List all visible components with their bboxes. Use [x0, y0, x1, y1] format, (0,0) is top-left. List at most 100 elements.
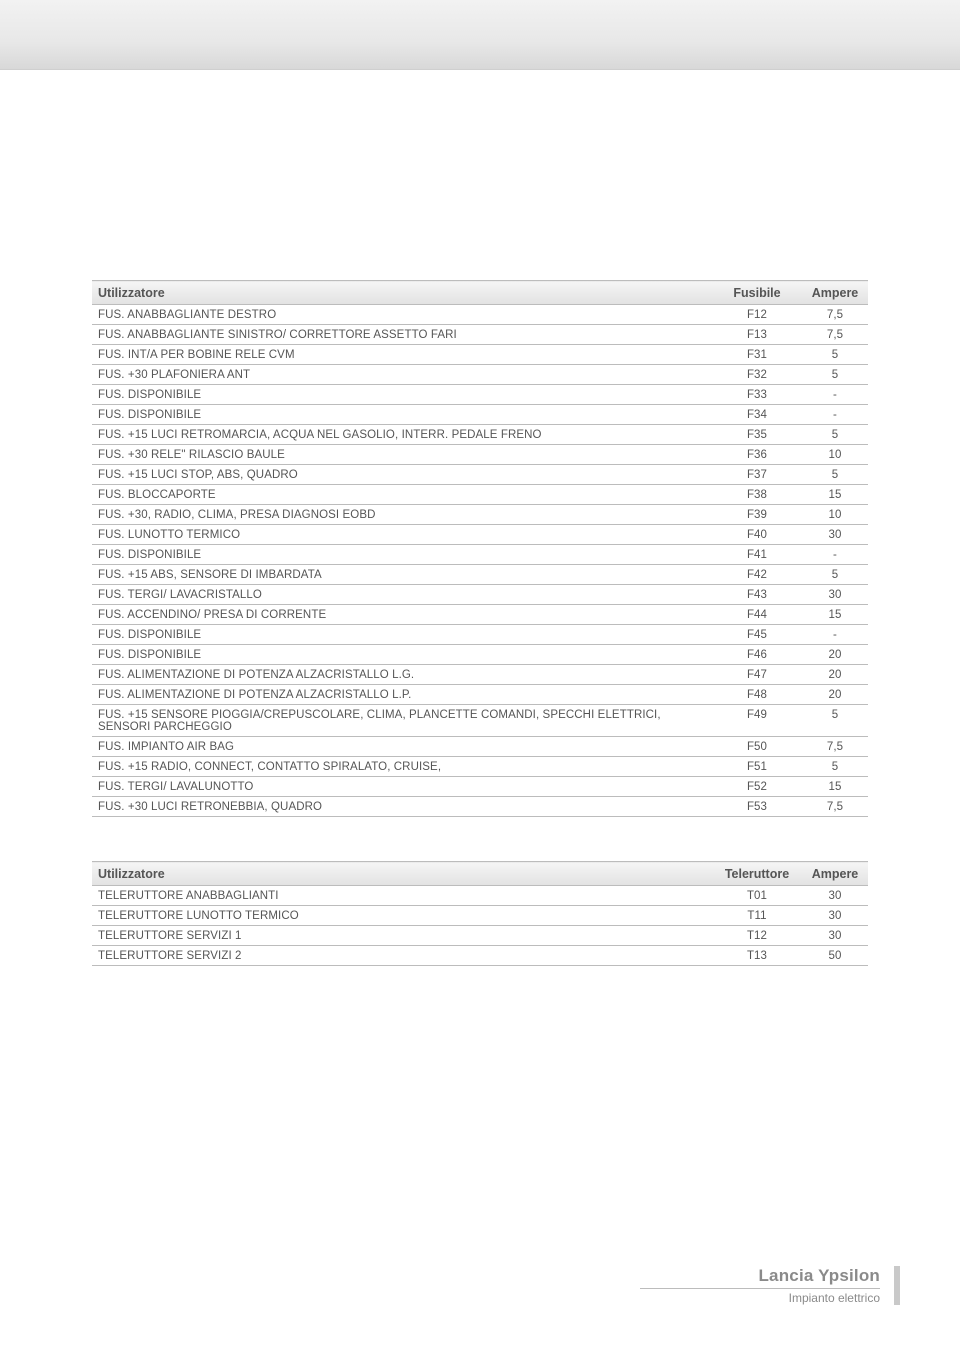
cell-ampere: 7,5 [802, 797, 868, 817]
cell-ampere: 5 [802, 425, 868, 445]
cell-code: F51 [712, 757, 802, 777]
page-content: Utilizzatore Fusibile Ampere FUS. ANABBA… [0, 70, 960, 966]
fuse-table-row: FUS. LUNOTTO TERMICOF4030 [92, 525, 868, 545]
fuse-table-row: FUS. +30 LUCI RETRONEBBIA, QUADROF537,5 [92, 797, 868, 817]
cell-utilizzatore: FUS. IMPIANTO AIR BAG [92, 737, 712, 757]
cell-utilizzatore: FUS. DISPONIBILE [92, 385, 712, 405]
cell-ampere: 5 [802, 565, 868, 585]
cell-ampere: 30 [802, 525, 868, 545]
cell-utilizzatore: FUS. +15 LUCI STOP, ABS, QUADRO [92, 465, 712, 485]
cell-utilizzatore: FUS. +15 RADIO, CONNECT, CONTATTO SPIRAL… [92, 757, 712, 777]
relay-col-ampere: Ampere [802, 862, 868, 886]
cell-utilizzatore: FUS. +15 SENSORE PIOGGIA/CREPUSCOLARE, C… [92, 705, 712, 737]
cell-code: F13 [712, 325, 802, 345]
cell-code: F42 [712, 565, 802, 585]
cell-ampere: 15 [802, 605, 868, 625]
fuse-table-row: FUS. +30, RADIO, CLIMA, PRESA DIAGNOSI E… [92, 505, 868, 525]
cell-ampere: - [802, 625, 868, 645]
cell-code: F35 [712, 425, 802, 445]
cell-ampere: 15 [802, 485, 868, 505]
cell-code: F39 [712, 505, 802, 525]
fuse-table-row: FUS. DISPONIBILEF41- [92, 545, 868, 565]
relay-table-header-row: Utilizzatore Teleruttore Ampere [92, 862, 868, 886]
cell-utilizzatore: FUS. +30, RADIO, CLIMA, PRESA DIAGNOSI E… [92, 505, 712, 525]
cell-utilizzatore: FUS. ANABBAGLIANTE SINISTRO/ CORRETTORE … [92, 325, 712, 345]
cell-code: F45 [712, 625, 802, 645]
cell-ampere: - [802, 405, 868, 425]
cell-utilizzatore: FUS. +30 RELE" RILASCIO BAULE [92, 445, 712, 465]
cell-code: F44 [712, 605, 802, 625]
cell-code: F37 [712, 465, 802, 485]
fuse-table-row: FUS. ALIMENTAZIONE DI POTENZA ALZACRISTA… [92, 665, 868, 685]
fuse-table-row: FUS. +30 RELE" RILASCIO BAULEF3610 [92, 445, 868, 465]
cell-utilizzatore: TELERUTTORE SERVIZI 1 [92, 926, 712, 946]
cell-utilizzatore: FUS. ACCENDINO/ PRESA DI CORRENTE [92, 605, 712, 625]
top-gradient-band [0, 0, 960, 70]
cell-utilizzatore: FUS. ANABBAGLIANTE DESTRO [92, 305, 712, 325]
fuse-table-row: FUS. +30 PLAFONIERA ANTF325 [92, 365, 868, 385]
cell-utilizzatore: FUS. TERGI/ LAVACRISTALLO [92, 585, 712, 605]
fuse-table-row: FUS. ANABBAGLIANTE SINISTRO/ CORRETTORE … [92, 325, 868, 345]
cell-ampere: 10 [802, 505, 868, 525]
cell-code: F52 [712, 777, 802, 797]
cell-code: F31 [712, 345, 802, 365]
cell-code: F46 [712, 645, 802, 665]
fuse-table-row: FUS. DISPONIBILEF45- [92, 625, 868, 645]
cell-ampere: 5 [802, 365, 868, 385]
fuse-table-row: FUS. +15 LUCI STOP, ABS, QUADROF375 [92, 465, 868, 485]
fuse-table-row: FUS. TERGI/ LAVALUNOTTOF5215 [92, 777, 868, 797]
relay-table: Utilizzatore Teleruttore Ampere TELERUTT… [92, 861, 868, 966]
cell-code: F36 [712, 445, 802, 465]
cell-utilizzatore: TELERUTTORE LUNOTTO TERMICO [92, 906, 712, 926]
page-footer: Lancia Ypsilon Impianto elettrico [640, 1266, 900, 1305]
cell-code: T01 [712, 886, 802, 906]
cell-utilizzatore: FUS. DISPONIBILE [92, 405, 712, 425]
cell-code: F43 [712, 585, 802, 605]
cell-code: F49 [712, 705, 802, 737]
cell-code: F48 [712, 685, 802, 705]
fuse-table-row: FUS. ACCENDINO/ PRESA DI CORRENTEF4415 [92, 605, 868, 625]
cell-ampere: - [802, 545, 868, 565]
cell-ampere: 5 [802, 757, 868, 777]
cell-utilizzatore: FUS. DISPONIBILE [92, 545, 712, 565]
relay-col-utilizzatore: Utilizzatore [92, 862, 712, 886]
fuse-col-fusibile: Fusibile [712, 281, 802, 305]
fuse-table-row: FUS. DISPONIBILEF33- [92, 385, 868, 405]
cell-ampere: 7,5 [802, 325, 868, 345]
cell-code: F32 [712, 365, 802, 385]
cell-code: T11 [712, 906, 802, 926]
cell-code: F47 [712, 665, 802, 685]
cell-utilizzatore: FUS. ALIMENTAZIONE DI POTENZA ALZACRISTA… [92, 685, 712, 705]
cell-ampere: 15 [802, 777, 868, 797]
cell-ampere: 30 [802, 926, 868, 946]
cell-utilizzatore: FUS. DISPONIBILE [92, 625, 712, 645]
cell-code: F53 [712, 797, 802, 817]
fuse-table-row: FUS. +15 ABS, SENSORE DI IMBARDATAF425 [92, 565, 868, 585]
fuse-table-row: FUS. ANABBAGLIANTE DESTROF127,5 [92, 305, 868, 325]
fuse-table: Utilizzatore Fusibile Ampere FUS. ANABBA… [92, 280, 868, 817]
fuse-table-row: FUS. DISPONIBILEF34- [92, 405, 868, 425]
cell-utilizzatore: TELERUTTORE ANABBAGLIANTI [92, 886, 712, 906]
relay-table-row: TELERUTTORE LUNOTTO TERMICOT1130 [92, 906, 868, 926]
fuse-col-utilizzatore: Utilizzatore [92, 281, 712, 305]
fuse-col-ampere: Ampere [802, 281, 868, 305]
cell-utilizzatore: FUS. TERGI/ LAVALUNOTTO [92, 777, 712, 797]
cell-code: F12 [712, 305, 802, 325]
cell-utilizzatore: FUS. +15 ABS, SENSORE DI IMBARDATA [92, 565, 712, 585]
cell-utilizzatore: TELERUTTORE SERVIZI 2 [92, 946, 712, 966]
cell-ampere: 20 [802, 685, 868, 705]
cell-code: F40 [712, 525, 802, 545]
fuse-table-row: FUS. TERGI/ LAVACRISTALLOF4330 [92, 585, 868, 605]
fuse-table-row: FUS. BLOCCAPORTEF3815 [92, 485, 868, 505]
cell-utilizzatore: FUS. +30 PLAFONIERA ANT [92, 365, 712, 385]
cell-ampere: 7,5 [802, 305, 868, 325]
cell-ampere: 5 [802, 465, 868, 485]
cell-ampere: 5 [802, 705, 868, 737]
cell-utilizzatore: FUS. +15 LUCI RETROMARCIA, ACQUA NEL GAS… [92, 425, 712, 445]
cell-code: T12 [712, 926, 802, 946]
footer-section: Impianto elettrico [640, 1289, 880, 1305]
cell-utilizzatore: FUS. BLOCCAPORTE [92, 485, 712, 505]
cell-ampere: 50 [802, 946, 868, 966]
cell-code: F41 [712, 545, 802, 565]
cell-code: F50 [712, 737, 802, 757]
